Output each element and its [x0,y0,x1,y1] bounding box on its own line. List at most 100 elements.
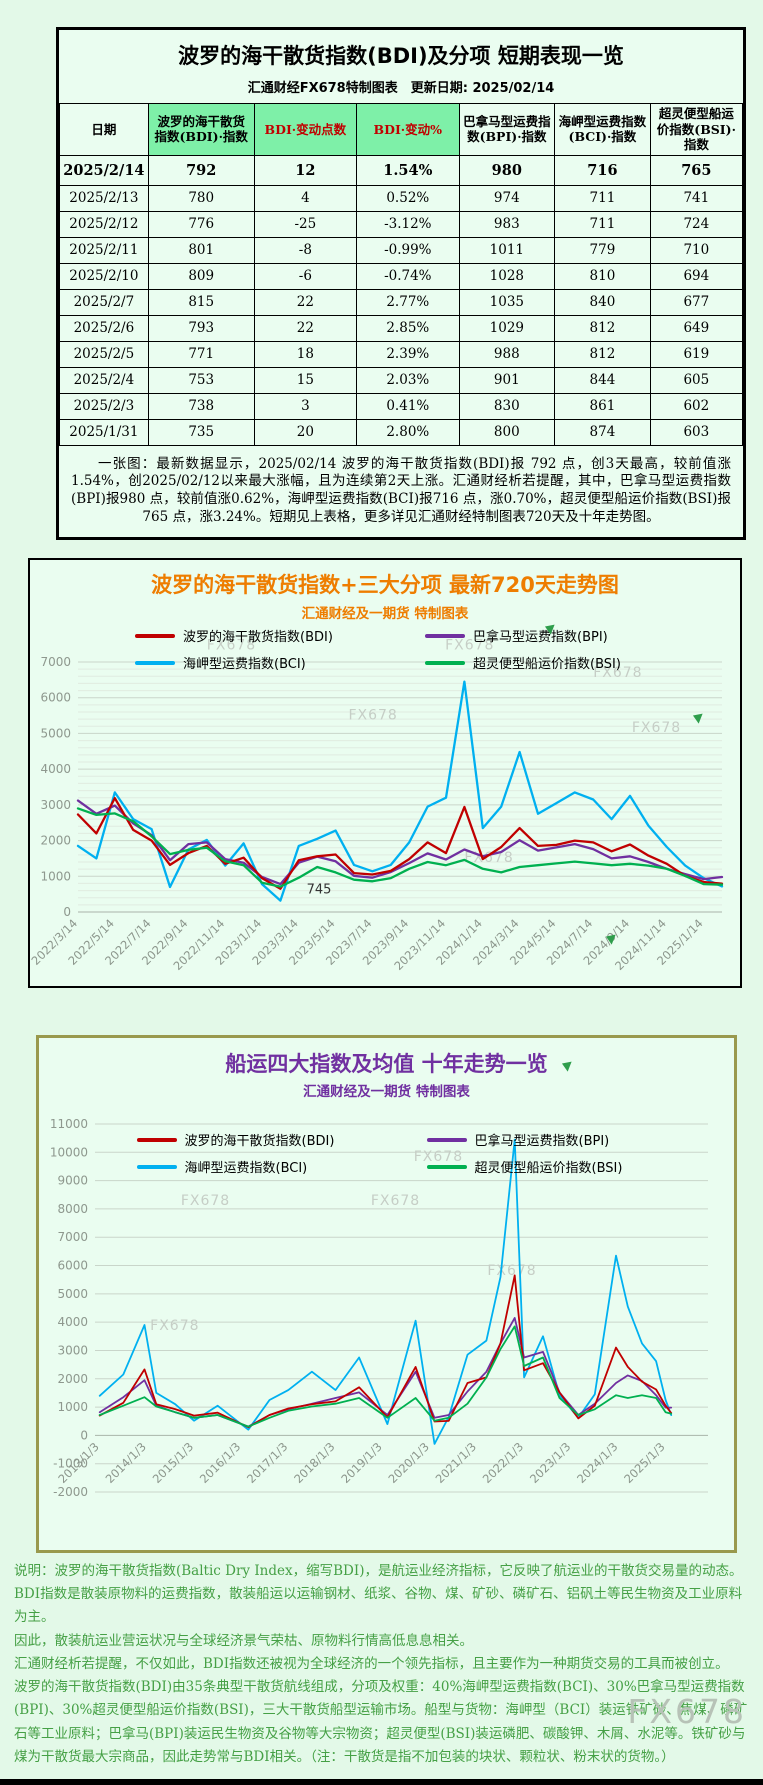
chart-watermark: FX678 [371,1193,420,1209]
x-axis-tick-label: 2015/1/3 [150,1440,196,1486]
y-axis-tick-label: 7000 [40,655,71,669]
table-cell: 735 [147,418,255,446]
table-cell: 792 [147,154,255,186]
y-axis-tick-label: 8000 [57,1202,88,1216]
table-cell: 710 [649,236,744,264]
table-cell: 800 [458,418,556,446]
chart-10y-legend: 波罗的海干散货指数(BDI) 巴拿马型运费指数(BPI) 海岬型运费指数(BCI) 超… [39,1130,734,1176]
table-cell: 988 [458,340,556,368]
table-cell: 22 [253,314,358,342]
table-cell: 12 [253,154,358,186]
legend-item: 海岬型运费指数(BCI) [82,1157,372,1176]
table-cell: 980 [458,154,556,186]
table-cell: 0.52% [356,184,460,212]
summary-note: 一张图：最新数据显示，2025/02/14 波罗的海干散货指数(BDI)报 79… [71,455,731,525]
table-cell: -3.12% [356,210,460,238]
y-axis-tick-label: 5000 [40,726,71,740]
x-axis-tick-label: 2021/1/3 [433,1440,479,1486]
series-line [76,799,724,886]
explanation-text: 说明：波罗的海干散货指数(Baltic Dry Index，缩写BDI)，是航运… [14,1560,751,1769]
table-cell: 840 [554,288,651,316]
table-cell: 776 [147,210,255,238]
y-axis-tick-label: -2000 [53,1485,88,1499]
table-row: 2025/2/3 738 3 0.41% 830 861 602 [59,392,744,420]
table-cell: 716 [554,154,651,186]
y-axis-tick-label: 9000 [57,1174,88,1188]
y-axis-tick-label: 2000 [57,1372,88,1386]
table-cell: 2025/2/5 [59,340,149,368]
legend-item: 海岬型运费指数(BCI) [80,653,370,672]
legend-item: 超灵便型船运价指数(BSI) [370,653,690,672]
y-axis-tick-label: 1000 [57,1400,88,1414]
chart-10y-svg: -2000 -1000 0 1000 2000 3000 4000 5000 6000 7000 8… [50,1117,708,1499]
table-cell: 1028 [458,262,556,290]
chart-watermark: FX678 [593,665,642,681]
y-axis-tick-label: 3000 [40,798,71,812]
chart-720-legend: 波罗的海干散货指数(BDI) 巴拿马型运费指数(BPI) 海岬型运费指数(BCI) 超… [30,626,740,672]
table-cell: 2025/2/7 [59,288,149,316]
y-axis-tick-label: 3000 [57,1343,88,1357]
table-row: 2025/2/6 793 22 2.85% 1029 812 649 [59,314,744,342]
table-row: 2025/2/11 801 -8 -0.99% 1011 779 710 [59,236,744,264]
table-cell: 812 [554,314,651,342]
legend-line-swatch [426,1164,467,1169]
table-cell: -0.74% [356,262,460,290]
chart-10y-subtitle: 汇通财经及一期货 特制图表 [303,1084,470,1100]
table-row: 2025/1/31 735 20 2.80% 800 874 603 [59,418,744,446]
table-cell: 694 [649,262,744,290]
table-cell: 1.54% [356,154,460,186]
column-header: 海岬型运费指数(BCI)·指数 [554,103,651,156]
legend-line-swatch [136,1137,177,1142]
table-cell: 741 [649,184,744,212]
bdi-table: 日期 波罗的海干散货指数(BDI)·指数 BDI·变动点数 BDI·变动% 巴拿马型运费… [59,103,744,446]
legend-line-swatch [426,1137,467,1142]
y-axis-tick-label: 11000 [50,1117,88,1131]
legend-label: 波罗的海干散货指数(BDI) [183,630,333,645]
table-cell: 753 [147,366,255,394]
explanation-line: 波罗的海干散货指数(BDI)由35条典型干散货航线组成，分项及权重：40%海岬型… [14,1679,748,1765]
bdi-short-term-panel: 波罗的海干散货指数(BDI)及分项 短期表现一览 汇通财经FX678特制图表 更… [56,27,746,540]
table-cell: 780 [147,184,255,212]
chart-720-area: 波罗的海干散货指数(BDI) 巴拿马型运费指数(BPI) 海岬型运费指数(BCI) 超… [30,626,740,988]
table-cell: 809 [147,262,255,290]
table-cell: 603 [649,418,744,446]
table-cell: 1029 [458,314,556,342]
table-cell: 2025/2/14 [59,154,149,186]
table-row: 2025/2/4 753 15 2.03% 901 844 605 [59,366,744,394]
x-axis-tick-label: 2017/1/3 [244,1440,290,1486]
column-header: 波罗的海干散货指数(BDI)·指数 [147,103,255,156]
table-row: 2025/2/10 809 -6 -0.74% 1028 810 694 [59,262,744,290]
table-panel-title: 波罗的海干散货指数(BDI)及分项 短期表现一览 [178,44,624,68]
legend-line-swatch [135,660,175,665]
table-cell: 2025/2/6 [59,314,149,342]
table-cell: 2.80% [356,418,460,446]
legend-item: 巴拿马型运费指数(BPI) [370,626,690,645]
legend-line-swatch [136,1164,177,1169]
column-header: 日期 [59,103,149,156]
column-header: BDI·变动% [356,103,460,156]
legend-item: 波罗的海干散货指数(BDI) [82,1130,372,1149]
table-row: 2025/2/12 776 -25 -3.12% 983 711 724 [59,210,744,238]
y-axis-tick-label: 4000 [40,762,71,776]
table-cell: -8 [253,236,358,264]
legend-label: 超灵便型船运价指数(BSI) [473,657,621,672]
y-axis-tick-label: 2000 [40,834,71,848]
chart-watermark: FX678 [632,720,681,736]
table-cell: 2.03% [356,366,460,394]
table-cell: 2025/1/31 [59,418,149,446]
y-axis-tick-label: 10000 [50,1145,88,1159]
chart-720day-panel: 波罗的海干散货指数+三大分项 最新720天走势图 汇通财经及一期货 特制图表 波… [28,558,742,988]
table-row: 2025/2/7 815 22 2.77% 1035 840 677 [59,288,744,316]
x-axis-tick-label: 2024/1/3 [574,1440,620,1486]
table-cell: 4 [253,184,358,212]
fx678-watermark: FX678 [627,1692,747,1731]
y-axis-tick-label: -1000 [53,1457,88,1471]
column-header: BDI·变动点数 [253,103,358,156]
chart-watermark: FX678 [207,638,256,654]
x-axis-tick-label: 2022/1/3 [480,1440,526,1486]
y-axis-tick-label: 6000 [57,1259,88,1273]
table-panel-subtitle: 汇通财经FX678特制图表 更新日期: 2025/02/14 [247,81,555,96]
explanation-line: 汇通财经析若提醒，不仅如此，BDI指数还被视为全球经济的一个领先指标，且主要作为… [14,1655,729,1672]
table-cell: 830 [458,392,556,420]
table-row: 2025/2/14 792 12 1.54% 980 716 765 [59,154,744,186]
